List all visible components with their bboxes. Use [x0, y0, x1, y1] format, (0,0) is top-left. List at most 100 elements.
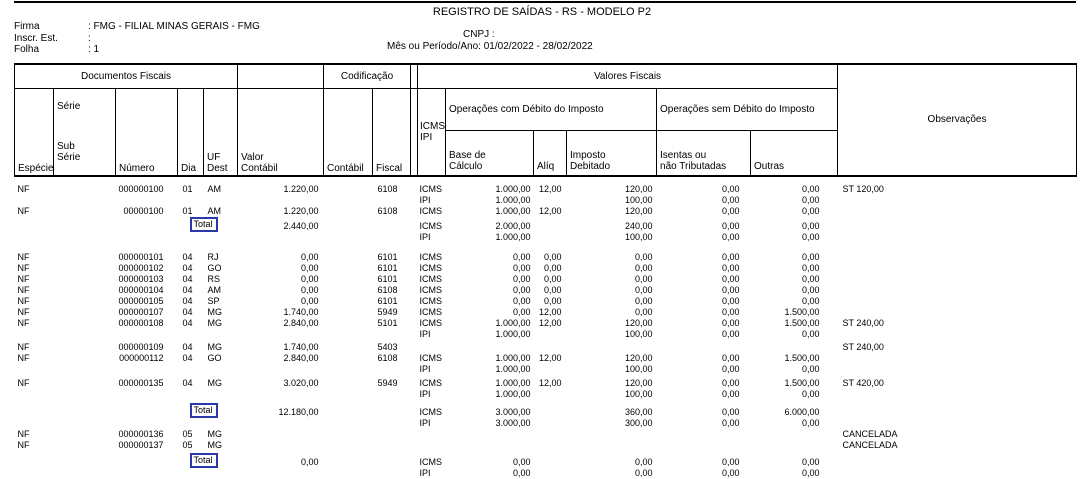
cell-outras: [751, 440, 838, 451]
cell-uf-dest: MG: [207, 306, 223, 317]
table-body: NF 000000100 01 AM 1.220,00 6108 ICMS 1.000,00 1…: [15, 176, 1077, 479]
table-header: Documentos Fiscais Codificação Valores F…: [14, 63, 1078, 177]
cell-fiscal: [373, 468, 411, 479]
cell-imposto-debitado: 0,00: [634, 262, 653, 273]
group-valor-contabil-empty: [237, 63, 324, 89]
cell-imposto-debitado: 100,00: [624, 328, 653, 339]
cell-fiscal: 6101: [377, 262, 398, 273]
cell-serie: [54, 353, 116, 364]
cell-aliq: 12,00: [538, 352, 562, 363]
cell-valor-contabil: 0,00: [300, 273, 319, 284]
cell-total: Total: [178, 452, 238, 468]
cell-especie: [15, 453, 54, 468]
cell-uf-dest: AM: [207, 284, 222, 295]
cell-icms-ipi: [418, 342, 446, 353]
cell-fiscal: [373, 418, 411, 429]
cell-dia: 04: [182, 341, 193, 352]
cell-uf-dest: [204, 329, 238, 340]
cell-observacoes: ST 240,00: [842, 317, 884, 328]
cell-numero: [116, 232, 178, 243]
table-row: NF 000000105 04 SP 0,00 6101 ICMS 0,00 0,00 0,00 0…: [15, 296, 1077, 307]
cell-fiscal: 6108: [377, 205, 398, 216]
cell-especie: [15, 418, 54, 429]
cell-outras: 0,00: [801, 388, 820, 399]
cell-numero: [116, 217, 178, 232]
col-base-calculo: Base de Cálculo: [445, 129, 535, 177]
cell-outras: 1.500,00: [784, 306, 820, 317]
cell-numero: [116, 468, 178, 479]
cell-aliq: [534, 440, 567, 451]
cell-numero: [116, 389, 178, 400]
cell-aliq: [534, 468, 567, 479]
cell-icms-ipi: IPI: [419, 231, 431, 242]
cell-gap: [411, 307, 418, 318]
cell-gap: [411, 217, 418, 232]
cell-observacoes: [838, 364, 1077, 375]
group-codificacao: Codificação: [322, 63, 412, 89]
cell-base-calculo: 1.000,00: [495, 205, 531, 216]
cell-fiscal: [373, 217, 411, 232]
cell-especie: NF: [17, 273, 30, 284]
cell-observacoes: [838, 307, 1077, 318]
cell-numero: 000000101: [118, 251, 164, 262]
cell-imposto-debitado: 100,00: [624, 388, 653, 399]
col-fiscal: Fiscal: [371, 87, 412, 177]
cell-icms-ipi: ICMS: [419, 205, 443, 216]
cell-gap: [411, 364, 418, 375]
cell-icms-ipi: IPI: [419, 194, 431, 205]
cell-valor-contabil: 1.220,00: [283, 205, 319, 216]
cell-contabil: [324, 364, 373, 375]
spacer-row: [15, 176, 1077, 184]
table-row: NF 000000102 04 GO 0,00 6101 ICMS 0,00 0,00 0,00 0…: [15, 263, 1077, 274]
cell-serie: [54, 318, 116, 329]
cell-contabil: [324, 252, 373, 263]
cell-imposto-debitado: 100,00: [624, 194, 653, 205]
cell-fiscal: 5949: [377, 306, 398, 317]
col-numero: Número: [115, 87, 178, 177]
cell-aliq: 0,00: [543, 273, 562, 284]
cell-serie: [54, 263, 116, 274]
cell-contabil: [324, 468, 373, 479]
cell-especie: NF: [17, 262, 30, 273]
table-row: NF 000000112 04 GO 2.840,00 6108 ICMS 1.000,00 1…: [15, 353, 1077, 364]
cell-dia: 05: [182, 428, 193, 439]
cell-isentas-nao-tributadas: 0,00: [721, 377, 740, 388]
cell-especie: NF: [17, 295, 30, 306]
cell-outras: 0,00: [801, 205, 820, 216]
col-contabil: Contábil: [323, 87, 373, 177]
cell-outras: [751, 429, 838, 440]
total-highlight-box: Total: [189, 452, 218, 468]
total-row: Total 12.180,00 ICMS 3.000,00 360,00 0,00 6.00…: [15, 402, 1077, 418]
cell-contabil: [324, 342, 373, 353]
cell-numero: 000000135: [118, 377, 164, 388]
cell-valor-contabil: 0,00: [300, 284, 319, 295]
cell-base-calculo: 0,00: [512, 262, 531, 273]
spacer-cell: [15, 243, 1077, 252]
cell-observacoes: [838, 418, 1077, 429]
cell-aliq: [534, 342, 567, 353]
cell-serie: [54, 296, 116, 307]
cell-observacoes: ST 420,00: [842, 377, 884, 388]
cell-numero: [116, 364, 178, 375]
cell-contabil: [324, 285, 373, 296]
col-icms-ipi: ICMS IPI: [417, 87, 447, 177]
cell-dia: [178, 468, 204, 479]
report-title: REGISTRO DE SAÍDAS - RS - MODELO P2: [432, 6, 652, 18]
cell-base-calculo: 1.000,00: [495, 377, 531, 388]
cell-aliq: [534, 364, 567, 375]
folha-field: Folha: 1: [14, 44, 260, 56]
cell-numero: 000000108: [118, 317, 164, 328]
cell-especie: [15, 195, 54, 206]
cell-valor-contabil: [238, 468, 324, 479]
cell-contabil: [324, 418, 373, 429]
table-row: IPI 1.000,00 100,00 0,00 0,00: [15, 364, 1077, 375]
table-row: IPI 1.000,00 100,00 0,00 0,00: [15, 232, 1077, 243]
group-op-sem-debito: Operações sem Débito do Imposto: [656, 87, 839, 131]
cell-imposto-debitado: 120,00: [624, 183, 653, 194]
cell-imposto-debitado: [567, 440, 657, 451]
spacer-row: [15, 243, 1077, 252]
cell-aliq: [534, 453, 567, 468]
header-gap: [410, 88, 418, 177]
cell-especie: NF: [17, 183, 30, 194]
cell-fiscal: 6101: [377, 251, 398, 262]
